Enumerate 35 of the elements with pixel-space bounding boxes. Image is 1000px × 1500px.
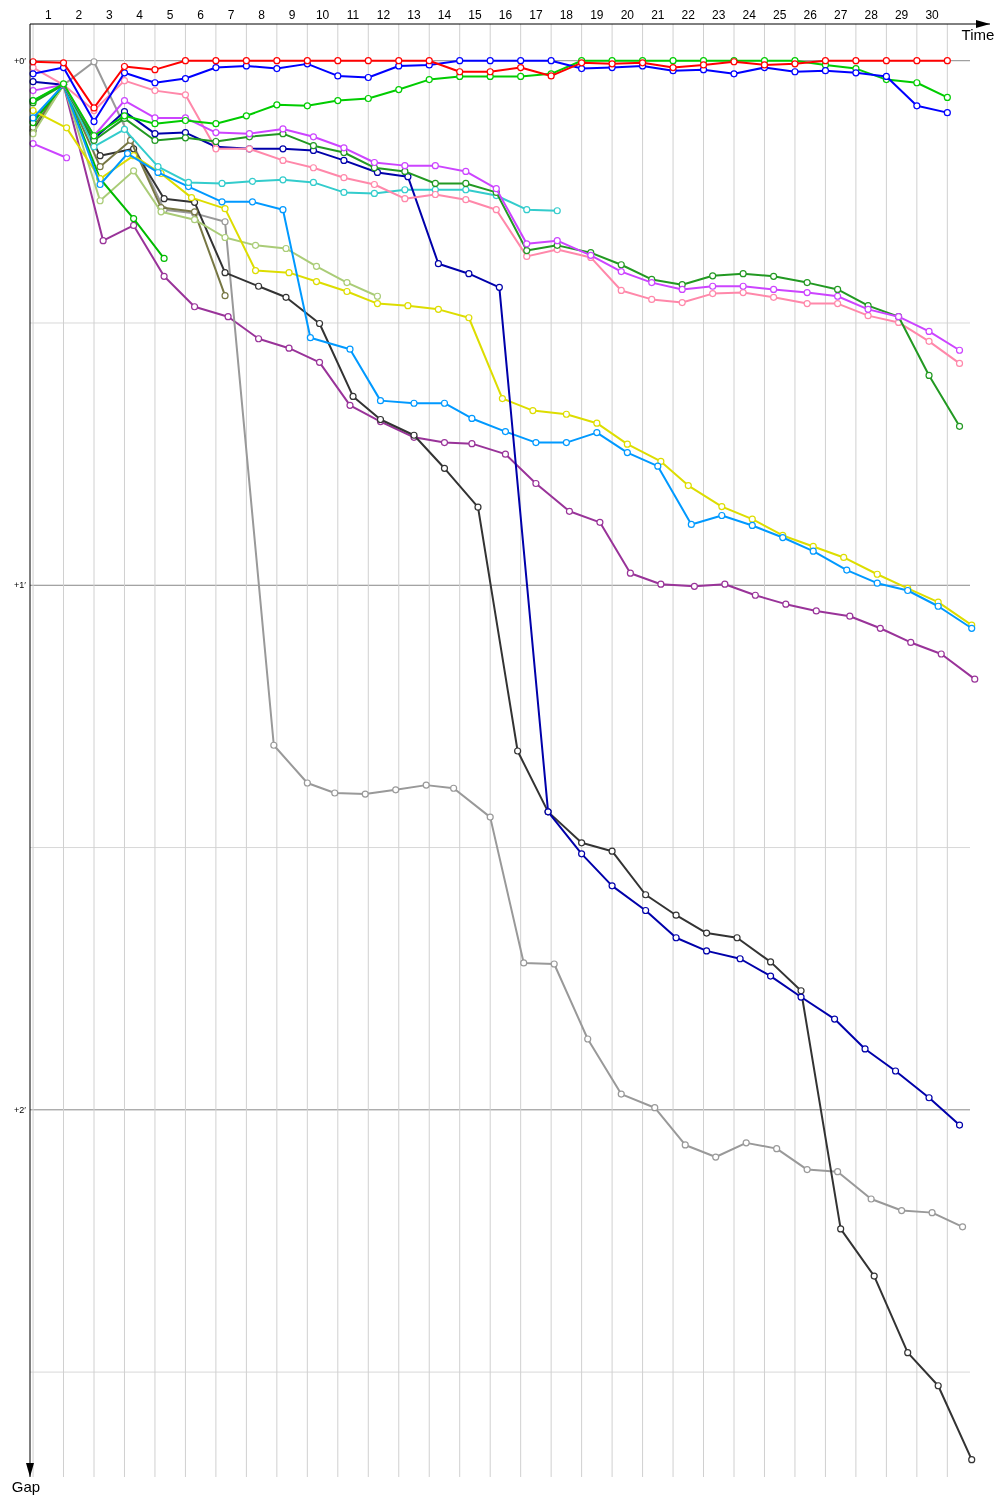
x-tick-label: 28 xyxy=(864,8,879,22)
x-tick-label: 7 xyxy=(227,8,235,22)
y-tick-label: +1′ xyxy=(14,580,27,591)
x-tick-label: 2 xyxy=(75,8,83,22)
x-tick-label: 9 xyxy=(288,8,296,22)
x-tick-label: 4 xyxy=(136,8,144,22)
x-tick-label: 1 xyxy=(44,8,52,22)
x-tick-label: 17 xyxy=(529,8,543,22)
y-tick-label: +0′ xyxy=(14,55,27,66)
x-tick-label: 15 xyxy=(468,8,482,22)
x-tick-label: 20 xyxy=(620,8,635,22)
x-tick-label: 8 xyxy=(258,8,266,22)
x-tick-label: 21 xyxy=(651,8,665,22)
x-tick-label: 12 xyxy=(376,8,391,22)
x-tick-label: 29 xyxy=(894,8,909,22)
x-tick-label: 5 xyxy=(166,8,174,22)
x-tick-label: 30 xyxy=(925,8,940,22)
x-tick-label: 6 xyxy=(197,8,205,22)
y-axis-title: Gap xyxy=(11,1478,41,1495)
x-tick-label: 11 xyxy=(346,8,360,22)
x-tick-label: 27 xyxy=(833,8,848,22)
x-tick-label: 13 xyxy=(407,8,421,22)
x-axis-title: Time xyxy=(961,26,995,43)
x-tick-label: 3 xyxy=(105,8,113,22)
y-tick-label: +2′ xyxy=(14,1104,27,1115)
x-tick-label: 19 xyxy=(590,8,604,22)
x-tick-label: 24 xyxy=(742,8,757,22)
x-tick-label: 23 xyxy=(712,8,726,22)
x-tick-label: 22 xyxy=(681,8,696,22)
x-tick-label: 18 xyxy=(559,8,574,22)
x-tick-label: 26 xyxy=(803,8,818,22)
x-tick-label: 25 xyxy=(773,8,787,22)
x-tick-label: 14 xyxy=(437,8,452,22)
x-tick-label: 16 xyxy=(498,8,513,22)
x-tick-label: 10 xyxy=(315,8,330,22)
